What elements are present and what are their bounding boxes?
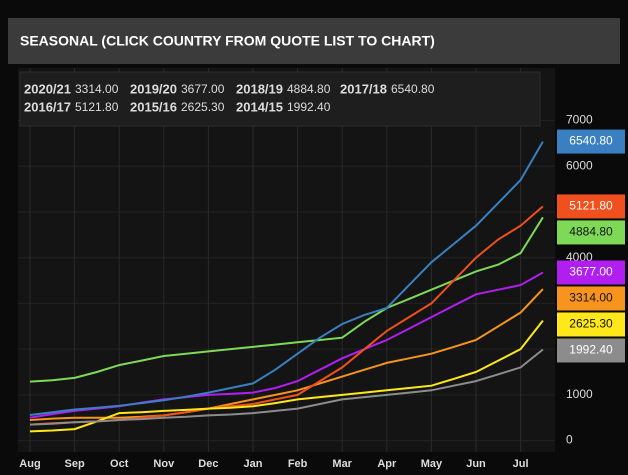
legend-value: 4884.80 <box>287 82 331 96</box>
legend-value: 2625.30 <box>181 100 225 114</box>
x-tick-label: Aug <box>19 458 40 470</box>
legend-value: 6540.80 <box>391 82 435 96</box>
legend-label: 2019/20 <box>130 81 177 96</box>
series-line <box>29 288 544 421</box>
y-tick-label: 1000 <box>566 387 593 401</box>
legend-value: 1992.40 <box>287 100 331 114</box>
legend <box>19 71 541 127</box>
chart-title: SEASONAL (CLICK COUNTRY FROM QUOTE LIST … <box>20 33 435 49</box>
value-label: 3314.00 <box>569 291 613 305</box>
x-tick-label: Mar <box>332 458 352 470</box>
value-box <box>557 338 625 363</box>
value-box <box>557 286 625 311</box>
series-line <box>29 348 544 426</box>
series-line <box>29 141 544 416</box>
x-tick-label: Apr <box>377 458 397 470</box>
value-box <box>557 220 625 245</box>
value-label: 2625.30 <box>569 317 613 331</box>
y-tick-label: 6000 <box>566 158 593 172</box>
y-tick-label: 7000 <box>566 113 593 127</box>
legend-label: 2016/17 <box>24 99 71 114</box>
x-tick-label: Nov <box>153 458 175 470</box>
x-tick-label: Dec <box>198 458 218 470</box>
legend-value: 3314.00 <box>75 82 119 96</box>
legend-label: 2017/18 <box>340 81 387 96</box>
legend-label: 2020/21 <box>24 81 71 96</box>
value-box <box>557 129 625 154</box>
x-tick-label: Sep <box>65 458 85 470</box>
value-box <box>557 260 625 285</box>
header-bar <box>8 18 620 64</box>
y-tick-label: 4000 <box>566 250 593 264</box>
legend-value: 5121.80 <box>75 100 119 114</box>
value-box <box>557 312 625 337</box>
y-tick-label: 0 <box>566 433 573 447</box>
value-label: 4884.80 <box>569 225 613 239</box>
x-tick-label: Jan <box>244 458 263 470</box>
legend-value: 3677.00 <box>181 82 225 96</box>
legend-label: 2018/19 <box>236 81 283 96</box>
plot-area <box>18 68 555 452</box>
series-line <box>29 216 544 383</box>
x-tick-label: Feb <box>288 458 308 470</box>
value-label: 3677.00 <box>569 265 613 279</box>
value-label: 6540.80 <box>569 134 613 148</box>
value-label: 5121.80 <box>569 199 613 213</box>
x-tick-label: Oct <box>110 458 129 470</box>
x-tick-label: Jun <box>466 458 486 470</box>
value-box <box>557 194 625 219</box>
x-tick-label: Jul <box>513 458 529 470</box>
legend-label: 2014/15 <box>236 99 283 114</box>
value-label: 1992.40 <box>569 343 613 357</box>
series-line <box>29 319 544 433</box>
legend-label: 2015/16 <box>130 99 177 114</box>
x-tick-label: May <box>421 458 443 470</box>
